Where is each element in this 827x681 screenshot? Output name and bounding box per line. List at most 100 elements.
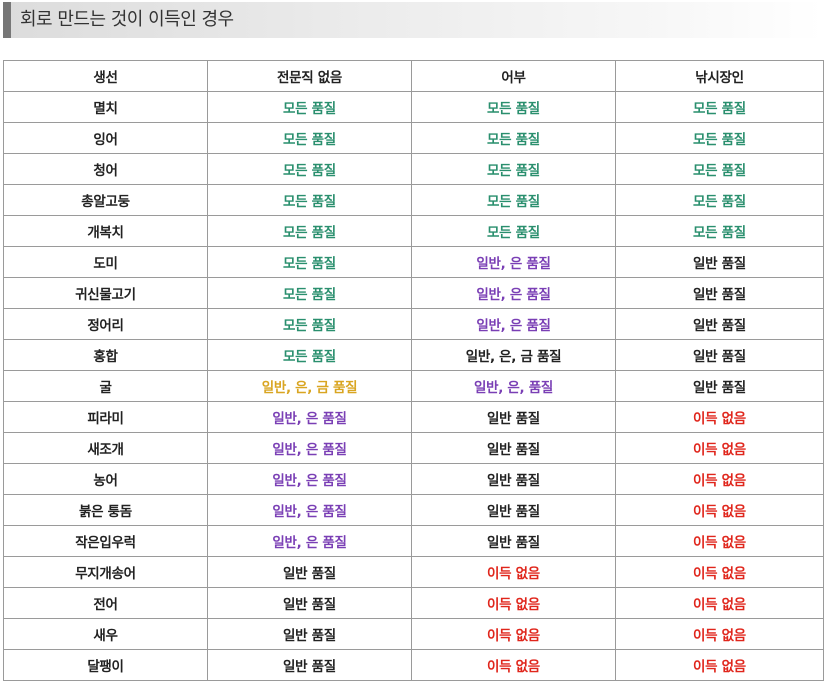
quality-cell: 모든 품질 — [207, 246, 412, 278]
quality-cell: 이득 없음 — [615, 649, 824, 681]
quality-cell: 모든 품질 — [411, 184, 616, 216]
quality-cell: 모든 품질 — [207, 153, 412, 185]
header-fish: 생선 — [3, 60, 208, 92]
table-row: 도미 모든 품질 일반, 은 품질 일반 품질 — [3, 246, 824, 278]
quality-cell: 이득 없음 — [411, 649, 616, 681]
quality-cell: 모든 품질 — [411, 122, 616, 154]
fish-name-cell: 농어 — [3, 463, 208, 495]
fish-name-cell: 총알고둥 — [3, 184, 208, 216]
fish-name-cell: 전어 — [3, 587, 208, 619]
quality-cell: 모든 품질 — [207, 184, 412, 216]
fish-name-cell: 귀신물고기 — [3, 277, 208, 309]
table-row: 무지개송어 일반 품질 이득 없음 이득 없음 — [3, 556, 824, 588]
fish-name-cell: 무지개송어 — [3, 556, 208, 588]
quality-cell: 이득 없음 — [411, 587, 616, 619]
quality-cell: 일반, 은, 금 품질 — [207, 370, 412, 402]
quality-cell: 이득 없음 — [615, 556, 824, 588]
quality-cell: 모든 품질 — [207, 277, 412, 309]
quality-cell: 일반 품질 — [411, 463, 616, 495]
quality-cell: 일반, 은 품질 — [207, 432, 412, 464]
quality-cell: 일반, 은, 품질 — [411, 370, 616, 402]
section-header: 회로 만드는 것이 이득인 경우 — [3, 2, 823, 38]
quality-cell: 이득 없음 — [615, 525, 824, 557]
quality-cell: 이득 없음 — [615, 587, 824, 619]
quality-cell: 모든 품질 — [411, 215, 616, 247]
quality-cell: 모든 품질 — [615, 215, 824, 247]
quality-cell: 일반 품질 — [411, 432, 616, 464]
quality-cell: 일반 품질 — [207, 587, 412, 619]
quality-cell: 일반, 은 품질 — [411, 277, 616, 309]
quality-cell: 모든 품질 — [615, 184, 824, 216]
quality-cell: 일반, 은 품질 — [207, 401, 412, 433]
quality-cell: 이득 없음 — [615, 618, 824, 650]
fish-name-cell: 잉어 — [3, 122, 208, 154]
fish-name-cell: 정어리 — [3, 308, 208, 340]
quality-cell: 일반 품질 — [615, 246, 824, 278]
quality-cell: 모든 품질 — [411, 91, 616, 123]
quality-cell: 일반, 은 품질 — [207, 525, 412, 557]
table-row: 피라미 일반, 은 품질 일반 품질 이득 없음 — [3, 401, 824, 433]
table-row: 멸치 모든 품질 모든 품질 모든 품질 — [3, 91, 824, 123]
fish-name-cell: 새우 — [3, 618, 208, 650]
quality-cell: 이득 없음 — [411, 556, 616, 588]
quality-cell: 모든 품질 — [207, 215, 412, 247]
table-row: 농어 일반, 은 품질 일반 품질 이득 없음 — [3, 463, 824, 495]
table-row: 작은입우럭 일반, 은 품질 일반 품질 이득 없음 — [3, 525, 824, 557]
table-body: 멸치 모든 품질 모든 품질 모든 품질 잉어 모든 품질 모든 품질 모든 품질 청어 모든 품… — [3, 91, 824, 681]
quality-cell: 일반 품질 — [207, 556, 412, 588]
header-accent-bar — [3, 2, 11, 38]
table-row: 새우 일반 품질 이득 없음 이득 없음 — [3, 618, 824, 650]
quality-cell: 이득 없음 — [615, 463, 824, 495]
table-row: 청어 모든 품질 모든 품질 모든 품질 — [3, 153, 824, 185]
quality-cell: 일반, 은 품질 — [411, 246, 616, 278]
quality-cell: 일반 품질 — [615, 339, 824, 371]
fish-name-cell: 멸치 — [3, 91, 208, 123]
fish-name-cell: 굴 — [3, 370, 208, 402]
quality-cell: 모든 품질 — [207, 339, 412, 371]
quality-cell: 이득 없음 — [615, 401, 824, 433]
quality-cell: 이득 없음 — [615, 432, 824, 464]
header-angler: 낚시장인 — [615, 60, 824, 92]
table-row: 잉어 모든 품질 모든 품질 모든 품질 — [3, 122, 824, 154]
fish-name-cell: 홍합 — [3, 339, 208, 371]
quality-cell: 일반 품질 — [411, 401, 616, 433]
quality-cell: 이득 없음 — [615, 494, 824, 526]
header-no-profession: 전문직 없음 — [207, 60, 412, 92]
quality-cell: 모든 품질 — [411, 153, 616, 185]
table-row: 붉은 퉁돔 일반, 은 품질 일반 품질 이득 없음 — [3, 494, 824, 526]
fish-name-cell: 달팽이 — [3, 649, 208, 681]
table-row: 전어 일반 품질 이득 없음 이득 없음 — [3, 587, 824, 619]
fish-name-cell: 붉은 퉁돔 — [3, 494, 208, 526]
fish-name-cell: 피라미 — [3, 401, 208, 433]
fish-name-cell: 새조개 — [3, 432, 208, 464]
quality-cell: 일반 품질 — [411, 525, 616, 557]
table-header: 생선 전문직 없음 어부 낚시장인 — [3, 60, 824, 92]
table-row: 총알고둥 모든 품질 모든 품질 모든 품질 — [3, 184, 824, 216]
quality-cell: 모든 품질 — [615, 91, 824, 123]
table-row: 새조개 일반, 은 품질 일반 품질 이득 없음 — [3, 432, 824, 464]
quality-cell: 이득 없음 — [411, 618, 616, 650]
fish-profit-table: 생선 전문직 없음 어부 낚시장인 멸치 모든 품질 모든 품질 모든 품질 잉어 모든 … — [3, 60, 824, 681]
quality-cell: 일반 품질 — [411, 494, 616, 526]
table-row: 홍합 모든 품질 일반, 은, 금 품질 일반 품질 — [3, 339, 824, 371]
header-fisher: 어부 — [411, 60, 616, 92]
table-row: 귀신물고기 모든 품질 일반, 은 품질 일반 품질 — [3, 277, 824, 309]
fish-name-cell: 도미 — [3, 246, 208, 278]
table-row: 개복치 모든 품질 모든 품질 모든 품질 — [3, 215, 824, 247]
quality-cell: 일반, 은, 금 품질 — [411, 339, 616, 371]
quality-cell: 일반, 은 품질 — [207, 494, 412, 526]
quality-cell: 일반 품질 — [207, 649, 412, 681]
quality-cell: 일반 품질 — [207, 618, 412, 650]
quality-cell: 일반 품질 — [615, 277, 824, 309]
table-row: 정어리 모든 품질 일반, 은 품질 일반 품질 — [3, 308, 824, 340]
quality-cell: 모든 품질 — [207, 91, 412, 123]
quality-cell: 모든 품질 — [615, 153, 824, 185]
header-row: 생선 전문직 없음 어부 낚시장인 — [3, 60, 824, 92]
fish-name-cell: 작은입우럭 — [3, 525, 208, 557]
table-row: 굴 일반, 은, 금 품질 일반, 은, 품질 일반 품질 — [3, 370, 824, 402]
quality-cell: 일반, 은 품질 — [207, 463, 412, 495]
quality-cell: 일반 품질 — [615, 370, 824, 402]
fish-name-cell: 청어 — [3, 153, 208, 185]
page-title: 회로 만드는 것이 이득인 경우 — [20, 9, 234, 30]
quality-cell: 모든 품질 — [207, 122, 412, 154]
